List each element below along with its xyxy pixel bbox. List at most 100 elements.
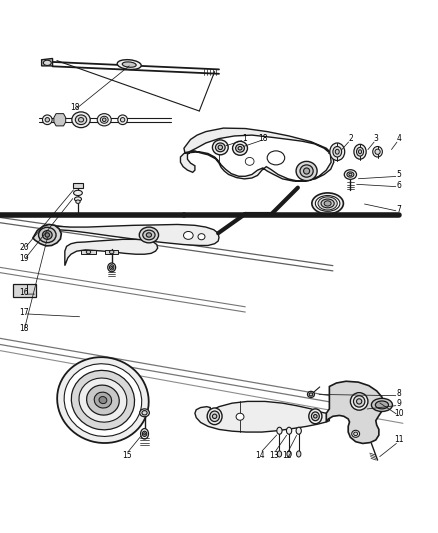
Polygon shape: [65, 239, 158, 265]
Ellipse shape: [287, 451, 291, 457]
Ellipse shape: [86, 251, 91, 254]
Ellipse shape: [144, 433, 145, 435]
Ellipse shape: [353, 395, 365, 407]
Polygon shape: [33, 224, 61, 246]
Ellipse shape: [118, 115, 127, 125]
Ellipse shape: [42, 231, 52, 239]
Ellipse shape: [318, 197, 337, 210]
Ellipse shape: [215, 143, 225, 152]
Ellipse shape: [71, 370, 134, 430]
Ellipse shape: [286, 427, 292, 434]
Ellipse shape: [315, 196, 340, 211]
Ellipse shape: [102, 118, 106, 122]
Polygon shape: [105, 250, 118, 254]
Text: 16: 16: [19, 288, 29, 297]
Polygon shape: [73, 183, 83, 188]
Text: 7: 7: [396, 205, 401, 214]
Ellipse shape: [233, 141, 247, 155]
Ellipse shape: [218, 145, 223, 150]
Polygon shape: [54, 114, 66, 126]
Ellipse shape: [111, 266, 113, 269]
Ellipse shape: [42, 115, 52, 125]
Ellipse shape: [210, 411, 219, 422]
Text: 15: 15: [122, 451, 132, 460]
Ellipse shape: [45, 233, 49, 237]
Ellipse shape: [350, 393, 368, 410]
Text: 20: 20: [19, 243, 29, 252]
Ellipse shape: [75, 115, 87, 125]
Ellipse shape: [344, 169, 357, 179]
Ellipse shape: [309, 393, 313, 396]
Ellipse shape: [352, 430, 360, 437]
Text: 18: 18: [70, 103, 79, 112]
Ellipse shape: [43, 60, 51, 66]
Ellipse shape: [76, 200, 80, 204]
Ellipse shape: [97, 114, 111, 126]
Ellipse shape: [120, 118, 125, 122]
Ellipse shape: [79, 378, 127, 422]
Ellipse shape: [330, 143, 345, 160]
Ellipse shape: [357, 399, 362, 404]
Ellipse shape: [238, 147, 242, 150]
Ellipse shape: [373, 147, 382, 157]
Ellipse shape: [354, 144, 366, 159]
Text: 10: 10: [394, 409, 403, 418]
Text: 4: 4: [396, 134, 401, 143]
Text: 5: 5: [396, 170, 401, 179]
Ellipse shape: [354, 432, 357, 435]
Text: 3: 3: [373, 134, 378, 143]
Text: 1: 1: [242, 134, 247, 143]
Text: 6: 6: [396, 181, 401, 190]
Ellipse shape: [140, 409, 149, 417]
Ellipse shape: [296, 161, 317, 181]
Ellipse shape: [78, 118, 84, 122]
Text: 17: 17: [19, 308, 29, 317]
Text: 9: 9: [396, 399, 401, 408]
Ellipse shape: [141, 429, 148, 439]
Polygon shape: [195, 401, 329, 432]
Ellipse shape: [45, 118, 49, 122]
Text: 11: 11: [394, 435, 403, 445]
Text: 18: 18: [19, 324, 29, 333]
Ellipse shape: [304, 168, 310, 174]
Ellipse shape: [94, 392, 112, 408]
Ellipse shape: [207, 408, 222, 425]
Ellipse shape: [99, 397, 107, 403]
Ellipse shape: [314, 415, 317, 418]
Ellipse shape: [64, 364, 142, 437]
Ellipse shape: [139, 227, 159, 243]
Text: 8: 8: [396, 390, 401, 399]
Ellipse shape: [198, 233, 205, 240]
Ellipse shape: [277, 451, 282, 457]
Ellipse shape: [312, 193, 343, 214]
Ellipse shape: [184, 231, 193, 239]
Ellipse shape: [57, 357, 149, 443]
Ellipse shape: [347, 172, 354, 177]
Ellipse shape: [212, 414, 217, 418]
Ellipse shape: [324, 201, 331, 206]
Ellipse shape: [375, 149, 380, 155]
Ellipse shape: [100, 116, 108, 123]
Ellipse shape: [212, 140, 228, 155]
Text: 14: 14: [255, 451, 265, 460]
Ellipse shape: [333, 147, 342, 157]
Ellipse shape: [87, 385, 119, 415]
Ellipse shape: [142, 410, 147, 415]
Polygon shape: [42, 59, 53, 66]
Ellipse shape: [307, 391, 314, 398]
Ellipse shape: [74, 190, 82, 196]
Ellipse shape: [72, 112, 90, 128]
Ellipse shape: [300, 165, 313, 177]
Ellipse shape: [375, 401, 389, 409]
Polygon shape: [81, 250, 96, 254]
Ellipse shape: [236, 413, 244, 420]
Ellipse shape: [110, 251, 114, 254]
Text: 18: 18: [258, 134, 268, 143]
Ellipse shape: [277, 427, 282, 434]
Ellipse shape: [349, 173, 352, 176]
Ellipse shape: [321, 199, 334, 208]
Text: 19: 19: [19, 254, 29, 263]
Ellipse shape: [110, 265, 114, 270]
Ellipse shape: [142, 431, 147, 437]
Polygon shape: [326, 381, 384, 443]
